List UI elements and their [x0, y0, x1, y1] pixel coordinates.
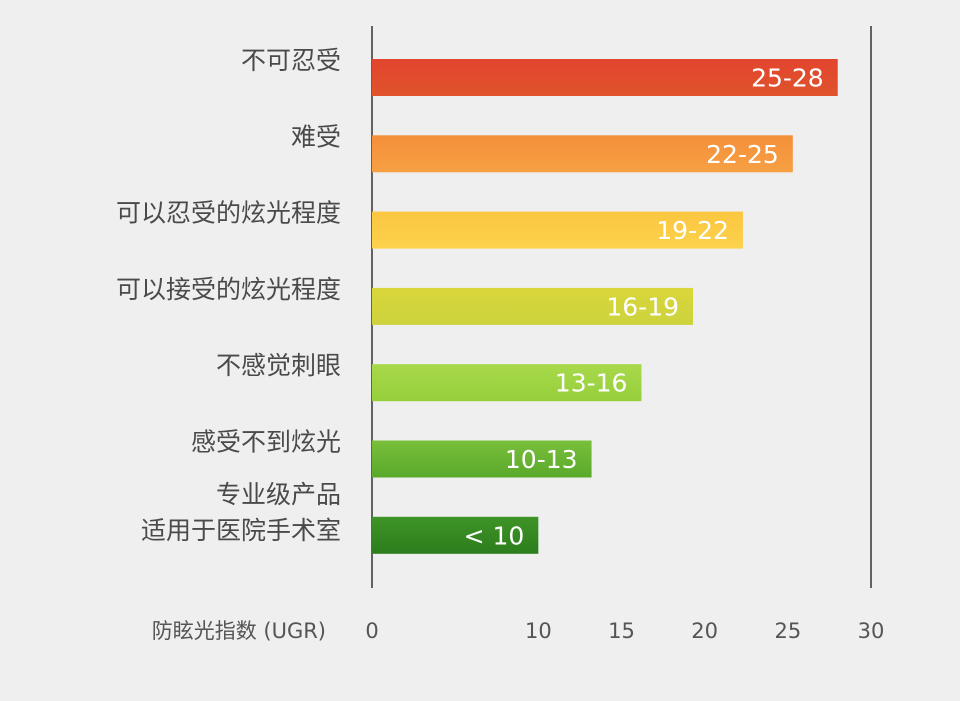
category-label-4: 不感觉刺眼: [216, 351, 341, 380]
bar-4: [372, 364, 642, 402]
bar-1: [372, 135, 793, 173]
x-tick-label-3: 20: [691, 619, 718, 643]
x-tick-label-2: 15: [608, 619, 635, 643]
category-label-3: 可以接受的炫光程度: [116, 275, 341, 304]
category-label-6-0: 专业级产品: [216, 480, 341, 509]
bar-label-5: 10-13: [505, 445, 578, 474]
bar-6: [372, 516, 539, 554]
bar-label-0: 25-28: [751, 64, 824, 93]
category-label-5: 感受不到炫光: [191, 428, 341, 457]
category-label-0: 不可忍受: [241, 46, 341, 75]
x-tick-label-0: 0: [365, 619, 378, 643]
bar-label-6: < 10: [464, 521, 525, 550]
bar-label-1: 22-25: [706, 140, 779, 169]
bar-5: [372, 440, 592, 478]
x-tick-label-5: 30: [858, 619, 885, 643]
x-tick-label-4: 25: [774, 619, 801, 643]
bar-label-2: 19-22: [656, 216, 729, 245]
x-axis-title: 防眩光指数 (UGR): [152, 619, 326, 643]
category-label-1: 难受: [291, 122, 341, 151]
bar-3: [372, 287, 694, 325]
category-label-2: 可以忍受的炫光程度: [116, 199, 341, 228]
category-label-6-1: 适用于医院手术室: [141, 516, 341, 545]
bar-label-4: 13-16: [555, 369, 628, 398]
bar-2: [372, 211, 743, 249]
bar-0: [372, 59, 838, 96]
x-tick-label-1: 10: [525, 619, 552, 643]
bar-label-3: 16-19: [606, 292, 679, 321]
